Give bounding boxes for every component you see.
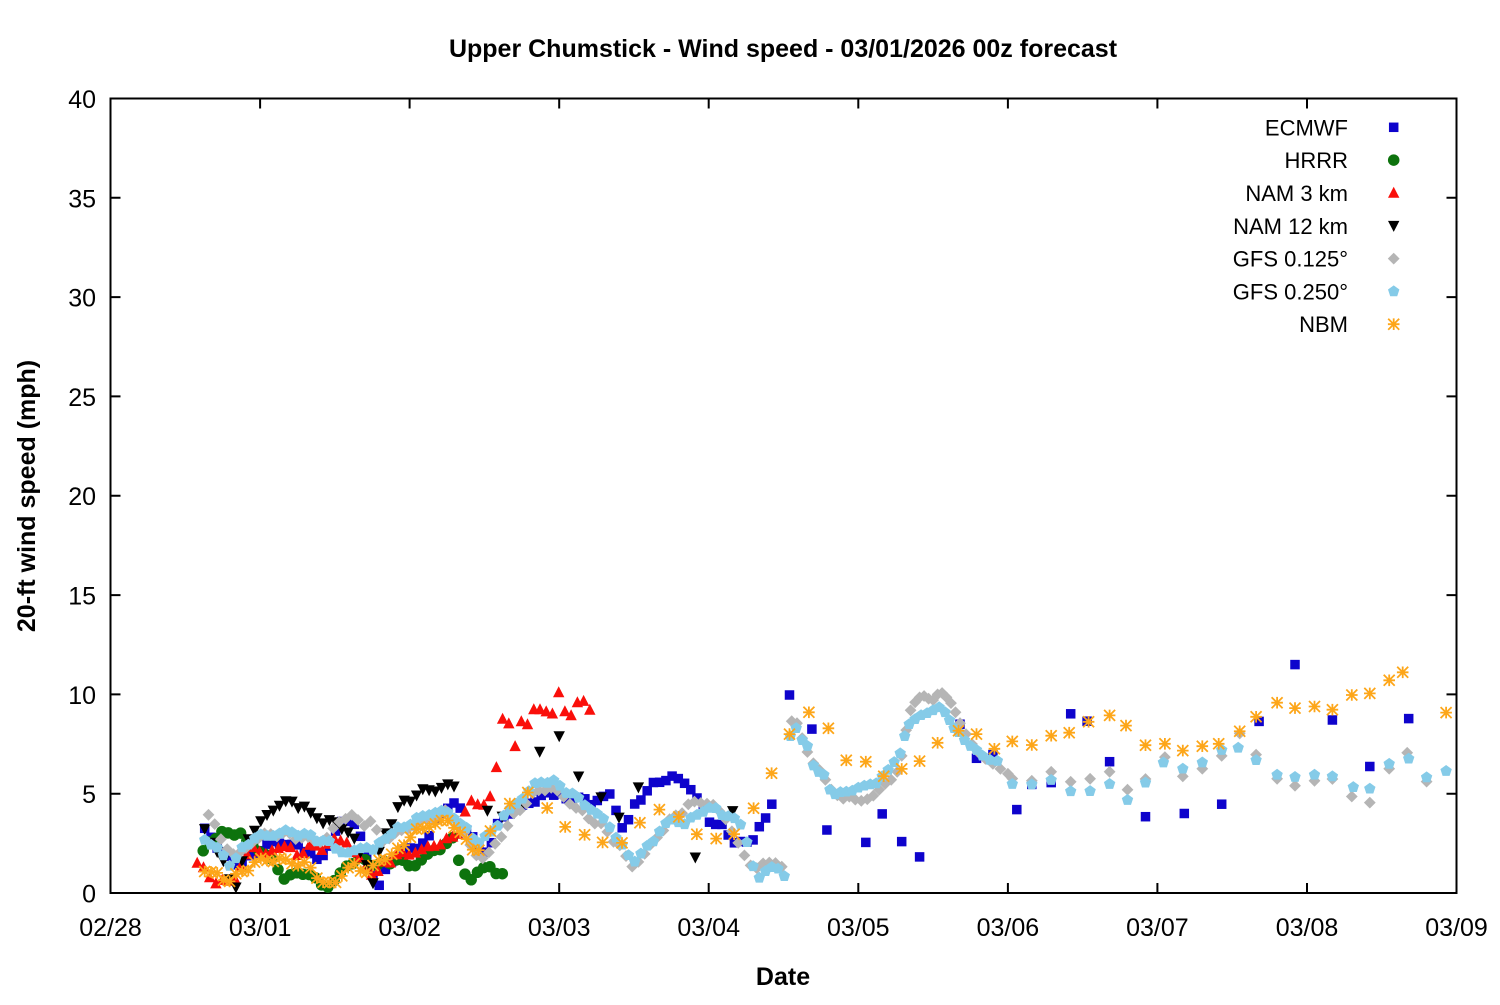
svg-text:10: 10 [68,682,96,710]
svg-text:GFS 0.125°: GFS 0.125° [1233,247,1348,272]
svg-text:03/05: 03/05 [827,914,890,942]
svg-text:20: 20 [68,483,96,511]
svg-text:03/04: 03/04 [677,914,740,942]
svg-text:0: 0 [82,881,96,909]
svg-text:Date: Date [756,963,810,991]
svg-text:20-ft wind speed (mph): 20-ft wind speed (mph) [13,360,41,632]
svg-text:Upper Chumstick - Wind speed -: Upper Chumstick - Wind speed - 03/01/202… [449,35,1118,63]
svg-text:03/07: 03/07 [1126,914,1189,942]
svg-text:25: 25 [68,384,96,412]
svg-text:GFS 0.250°: GFS 0.250° [1233,279,1348,304]
svg-text:40: 40 [68,86,96,114]
svg-text:15: 15 [68,583,96,611]
svg-text:NAM 3 km: NAM 3 km [1245,181,1348,206]
svg-text:03/01: 03/01 [229,914,292,942]
svg-text:HRRR: HRRR [1284,148,1348,173]
svg-text:03/08: 03/08 [1276,914,1339,942]
svg-text:02/28: 02/28 [79,914,142,942]
svg-text:35: 35 [68,185,96,213]
svg-text:ECMWF: ECMWF [1265,115,1348,140]
svg-text:03/06: 03/06 [977,914,1040,942]
svg-text:03/02: 03/02 [378,914,441,942]
svg-text:03/03: 03/03 [528,914,591,942]
svg-text:NAM 12 km: NAM 12 km [1233,214,1348,239]
svg-text:30: 30 [68,285,96,313]
svg-text:03/09: 03/09 [1425,914,1488,942]
svg-text:NBM: NBM [1299,312,1348,337]
svg-text:5: 5 [82,781,96,809]
